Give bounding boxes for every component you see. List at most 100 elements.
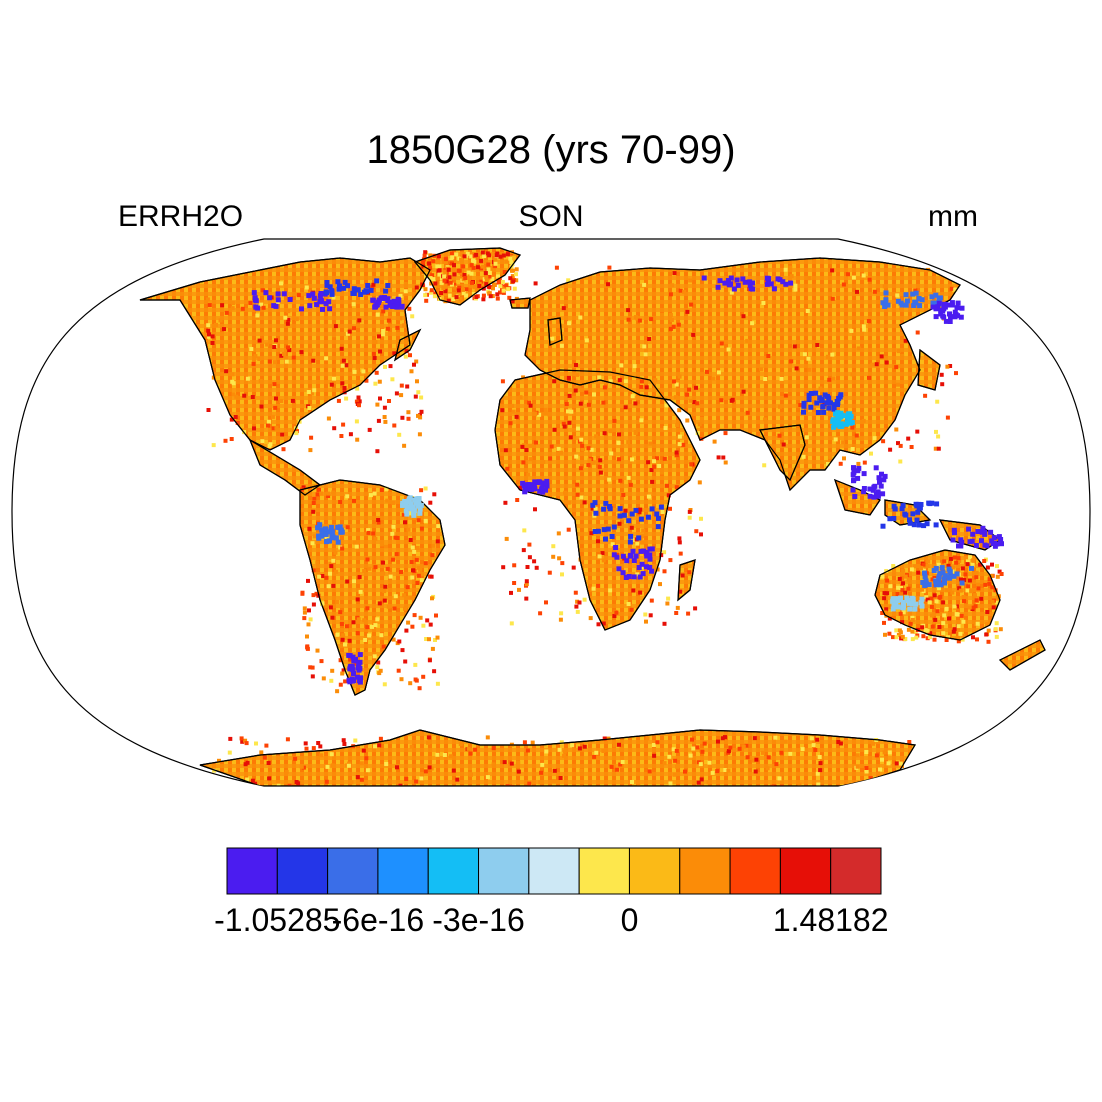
negative-cell <box>611 524 617 530</box>
field-cell <box>329 564 334 569</box>
field-cell <box>475 265 480 270</box>
field-cell <box>869 451 873 456</box>
field-cell <box>432 669 437 674</box>
negative-cell <box>722 280 728 286</box>
field-cell <box>381 328 386 333</box>
field-cell <box>430 646 435 651</box>
field-cell <box>716 739 720 744</box>
field-cell <box>234 394 239 399</box>
field-cell <box>463 276 468 280</box>
field-cell <box>552 427 557 432</box>
negative-cell <box>943 318 949 324</box>
negative-cell <box>636 565 642 570</box>
negative-cell <box>911 303 917 308</box>
field-cell <box>240 739 245 744</box>
field-cell <box>419 526 424 531</box>
field-cell <box>461 291 466 296</box>
field-cell <box>356 395 361 400</box>
field-cell <box>245 760 250 765</box>
negative-cell <box>647 546 653 552</box>
negative-cell <box>819 398 824 404</box>
negative-cell <box>870 487 876 493</box>
field-cell <box>566 375 571 380</box>
field-cell <box>432 492 437 497</box>
field-cell <box>371 282 376 287</box>
field-cell <box>869 776 873 781</box>
negative-cell <box>357 652 363 658</box>
field-cell <box>469 254 474 259</box>
field-cell <box>596 622 601 627</box>
field-cell <box>744 743 749 748</box>
field-cell <box>485 775 490 780</box>
negative-cell <box>368 287 374 293</box>
field-cell <box>898 630 903 635</box>
field-cell <box>266 423 270 428</box>
field-cell <box>831 376 836 381</box>
negative-cell <box>980 525 986 531</box>
field-cell <box>958 631 963 636</box>
field-cell <box>262 755 267 760</box>
field-cell <box>501 565 506 570</box>
field-cell <box>509 761 514 766</box>
negative-cell <box>822 392 828 398</box>
field-cell <box>294 780 299 784</box>
field-cell <box>233 415 238 419</box>
field-cell <box>508 276 513 281</box>
negative-cell <box>952 530 957 536</box>
field-cell <box>994 634 999 639</box>
field-cell <box>815 343 820 347</box>
field-cell <box>688 753 693 758</box>
field-cell <box>373 744 377 749</box>
field-cell <box>898 611 903 616</box>
field-cell <box>316 741 321 745</box>
field-cell <box>403 289 408 294</box>
field-cell <box>695 401 700 406</box>
negative-cell <box>783 281 789 287</box>
negative-cell <box>979 538 984 544</box>
negative-cell <box>882 304 888 309</box>
field-cell <box>515 498 520 502</box>
field-cell <box>621 493 626 497</box>
field-cell <box>317 307 322 312</box>
field-cell <box>354 544 359 549</box>
field-cell <box>230 372 235 377</box>
field-cell <box>986 639 991 644</box>
negative-cell <box>933 522 939 528</box>
negative-cell <box>914 503 920 509</box>
field-cell <box>914 635 919 640</box>
negative-cell <box>966 526 972 532</box>
field-cell <box>284 769 289 774</box>
field-cell <box>378 736 383 741</box>
field-cell <box>687 509 692 514</box>
field-cell <box>783 267 788 272</box>
field-cell <box>887 750 892 755</box>
negative-cell <box>347 666 353 672</box>
field-cell <box>446 267 451 272</box>
field-cell <box>406 416 411 421</box>
field-cell <box>326 494 331 498</box>
field-cell <box>895 592 900 596</box>
field-cell <box>558 617 563 622</box>
field-cell <box>910 637 915 642</box>
negative-cell <box>969 565 974 571</box>
field-cell <box>672 772 677 777</box>
field-cell <box>998 627 1003 632</box>
field-cell <box>937 586 941 591</box>
field-cell <box>567 321 572 326</box>
field-cell <box>305 646 310 651</box>
negative-cell <box>831 402 837 408</box>
negative-cell <box>939 565 945 571</box>
field-cell <box>504 536 509 541</box>
field-cell <box>326 491 331 496</box>
field-cell <box>729 398 734 403</box>
field-cell <box>527 555 532 560</box>
field-cell <box>990 599 995 604</box>
negative-cell <box>592 500 598 506</box>
negative-cell <box>918 600 924 606</box>
field-cell <box>844 339 849 344</box>
negative-cell <box>845 411 851 417</box>
field-cell <box>496 280 501 284</box>
field-cell <box>567 393 572 398</box>
negative-cell <box>907 517 912 523</box>
field-cell <box>456 288 461 293</box>
